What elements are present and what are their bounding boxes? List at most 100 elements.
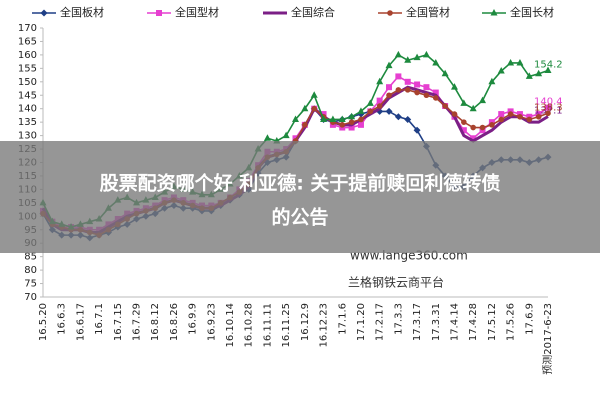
point [460, 127, 467, 134]
x-tick-label: 16.12.23 [319, 303, 330, 348]
point [517, 113, 523, 120]
y-tick-label: 170 [18, 23, 37, 34]
x-tick-label: 16.7.1 [94, 303, 105, 335]
legend-label: 全国板材 [60, 5, 104, 19]
point [432, 89, 439, 96]
x-tick-label: 17.6.9 [524, 303, 535, 335]
y-tick-label: 80 [24, 265, 37, 276]
point [329, 115, 337, 122]
point [535, 69, 543, 77]
point [385, 61, 393, 69]
y-tick-label: 145 [18, 90, 37, 101]
y-tick-label: 85 [24, 252, 37, 263]
end-value-label: 154.2 [534, 60, 563, 71]
x-tick-label: 17.3.17 [412, 303, 423, 341]
point [357, 107, 365, 114]
x-tick-label: 17.2.17 [375, 303, 386, 341]
point [451, 111, 458, 117]
point [366, 99, 374, 106]
point [422, 50, 430, 58]
point [441, 69, 449, 77]
point [413, 53, 421, 61]
point [469, 104, 477, 112]
point [497, 67, 505, 74]
point [367, 108, 374, 115]
point [282, 131, 290, 139]
legend-label: 全国长材 [510, 5, 554, 19]
y-tick-label: 150 [18, 77, 37, 88]
point [395, 87, 402, 93]
x-tick-label: 预测2017-6-23 [541, 303, 554, 375]
x-tick-label: 16.5.20 [38, 303, 49, 341]
point [404, 115, 412, 123]
x-tick-label: 17.3.31 [431, 303, 442, 341]
point [301, 104, 309, 112]
point [292, 115, 299, 122]
point [357, 121, 364, 128]
x-tick-label: 16.9.9 [188, 303, 199, 335]
banner-line1: 股票配资哪个好 利亚德: 关于提前赎回利德转债 [100, 172, 501, 195]
point [470, 124, 476, 131]
x-tick-label: 16.6.17 [75, 303, 86, 341]
point [507, 58, 515, 66]
point [488, 77, 496, 85]
end-value-label: 140.4 [534, 97, 563, 108]
x-tick-label: 17.1.20 [356, 303, 367, 341]
point [376, 103, 383, 109]
point [348, 112, 356, 120]
point [498, 116, 505, 123]
point [339, 122, 346, 128]
legend-label: 全国型材 [175, 5, 219, 19]
y-tick-label: 75 [24, 279, 37, 290]
point [413, 126, 421, 134]
point [489, 122, 495, 128]
point [460, 99, 468, 106]
point [358, 116, 364, 123]
x-tick-label: 17.4.14 [449, 303, 460, 341]
point [525, 72, 533, 79]
point [545, 104, 551, 111]
point [385, 107, 393, 115]
legend-label: 全国综合 [291, 5, 335, 19]
point [386, 84, 393, 91]
x-tick-label: 16.8.12 [150, 303, 161, 341]
point [414, 89, 420, 96]
x-tick-label: 16.9.23 [206, 303, 217, 341]
x-tick-label: 16.10.14 [225, 303, 236, 348]
x-tick-label: 17.4.28 [468, 303, 479, 341]
point [432, 58, 440, 66]
point [470, 135, 477, 142]
point [376, 97, 383, 104]
point [263, 134, 271, 141]
point [450, 83, 458, 90]
y-tick-label: 130 [18, 131, 37, 142]
point [394, 113, 402, 121]
point [516, 58, 524, 66]
point [310, 91, 318, 98]
x-tick-label: 16.12.9 [300, 303, 311, 341]
y-tick-label: 155 [18, 63, 37, 74]
y-tick-label: 70 [24, 292, 37, 303]
point [320, 115, 328, 122]
point [498, 111, 505, 118]
point [348, 124, 355, 131]
end-value-label: 138.3 [534, 102, 563, 113]
x-tick-label: 17.5.26 [506, 303, 517, 341]
point [40, 9, 48, 17]
x-tick-label: 17.5.12 [487, 303, 498, 341]
point [461, 119, 467, 125]
x-tick-label: 16.7.29 [132, 303, 143, 341]
point [490, 9, 498, 16]
x-tick-label: 16.11.25 [281, 303, 292, 348]
point [535, 113, 542, 120]
x-tick-label: 16.11.11 [262, 303, 273, 348]
point [414, 81, 421, 88]
point [338, 115, 346, 122]
point [507, 111, 514, 117]
point [526, 116, 533, 123]
point [394, 50, 402, 58]
banner [0, 141, 600, 253]
point [348, 119, 355, 125]
point [479, 124, 486, 131]
